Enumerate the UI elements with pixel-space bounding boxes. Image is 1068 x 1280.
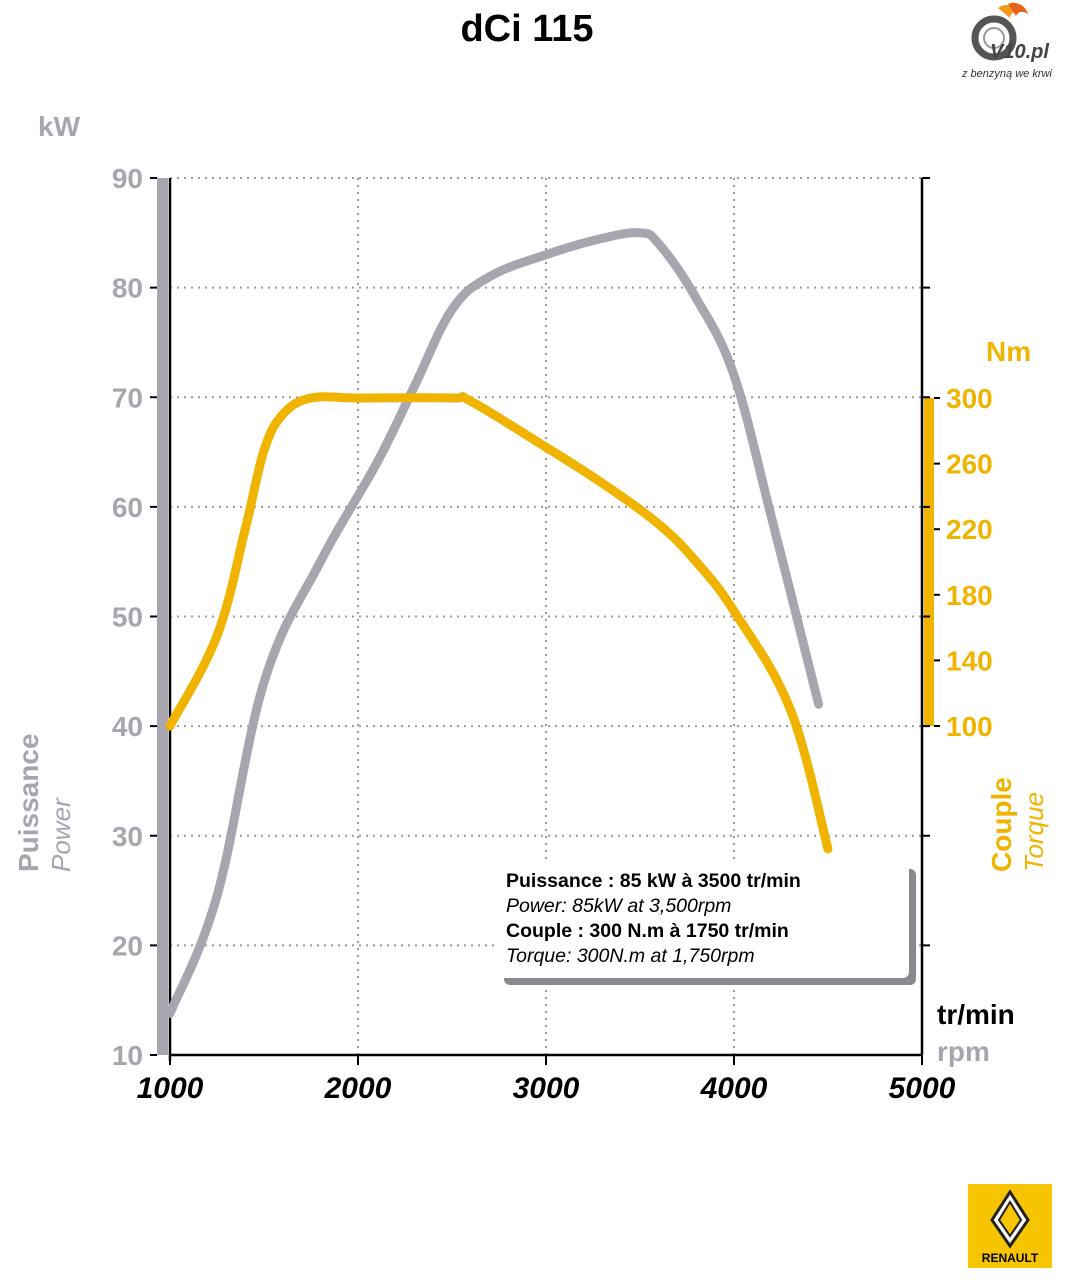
y2-tick-label: 260 (946, 449, 993, 480)
y-tick-label: 90 (112, 163, 143, 194)
y2-axis-unit: Nm (986, 336, 1031, 367)
x-tick-label: 3000 (513, 1072, 580, 1105)
spec-box: Puissance : 85 kW à 3500 tr/min Power: 8… (497, 862, 909, 978)
v10-tire-icon: V10.pl (971, 2, 1049, 63)
power-curve (165, 228, 824, 1018)
x-tick-label: 1000 (137, 1072, 204, 1105)
spec-torque-en: Torque: 300N.m at 1,750rpm (506, 945, 755, 967)
x-axis-unit-en: rpm (937, 1036, 990, 1067)
y2-axis-label-en: Torque (1019, 792, 1049, 872)
spec-torque-fr: Couple : 300 N.m à 1750 tr/min (506, 920, 789, 942)
y-tick-label: 40 (112, 711, 143, 742)
y2-tick-label: 300 (946, 383, 993, 414)
y2-axis-label-fr: Couple (986, 777, 1017, 872)
renault-word: RENAULT (981, 1251, 1039, 1265)
y2-tick-label: 100 (946, 711, 993, 742)
x-tick-label: 4000 (700, 1072, 768, 1105)
series-layer (165, 228, 833, 1018)
y-axis-bar (157, 178, 168, 1055)
v10-logo: V10.pl (950, 0, 1068, 90)
y2-tick-label: 220 (946, 514, 993, 545)
y2-axis-bar (924, 398, 934, 726)
x-tick-label: 2000 (324, 1072, 392, 1105)
x-tick-label: 5000 (889, 1072, 956, 1105)
renault-logo: RENAULT (968, 1184, 1052, 1268)
y-tick-label: 50 (112, 602, 143, 633)
y-tick-label: 10 (112, 1040, 143, 1071)
v10-tagline: z benzyną we krwi (962, 68, 1052, 80)
y2-tick-label: 140 (946, 645, 993, 676)
spec-power-fr: Puissance : 85 kW à 3500 tr/min (506, 870, 801, 892)
y-tick-label: 60 (112, 492, 143, 523)
y2-tick-label: 180 (946, 580, 993, 611)
renault-diamond-icon (990, 1189, 1030, 1249)
y-axis-label-en: Power (46, 797, 76, 872)
ticks: 10 20 30 40 50 60 70 80 90 100 140 180 220 260 300 1000… (112, 163, 993, 1105)
x-axis-unit-fr: tr/min (937, 999, 1015, 1030)
torque-curve (165, 392, 833, 854)
y-tick-label: 20 (112, 930, 143, 961)
y-tick-label: 80 (112, 273, 143, 304)
y-tick-label: 70 (112, 382, 143, 413)
y-axis-label-fr: Puissance (13, 733, 44, 872)
v10-brand-text: V10.pl (990, 41, 1049, 63)
spec-power-en: Power: 85kW at 3,500rpm (506, 895, 732, 917)
chart-title: dCi 115 (460, 8, 594, 50)
y-axis-unit: kW (38, 111, 81, 142)
y-tick-label: 30 (112, 821, 143, 852)
